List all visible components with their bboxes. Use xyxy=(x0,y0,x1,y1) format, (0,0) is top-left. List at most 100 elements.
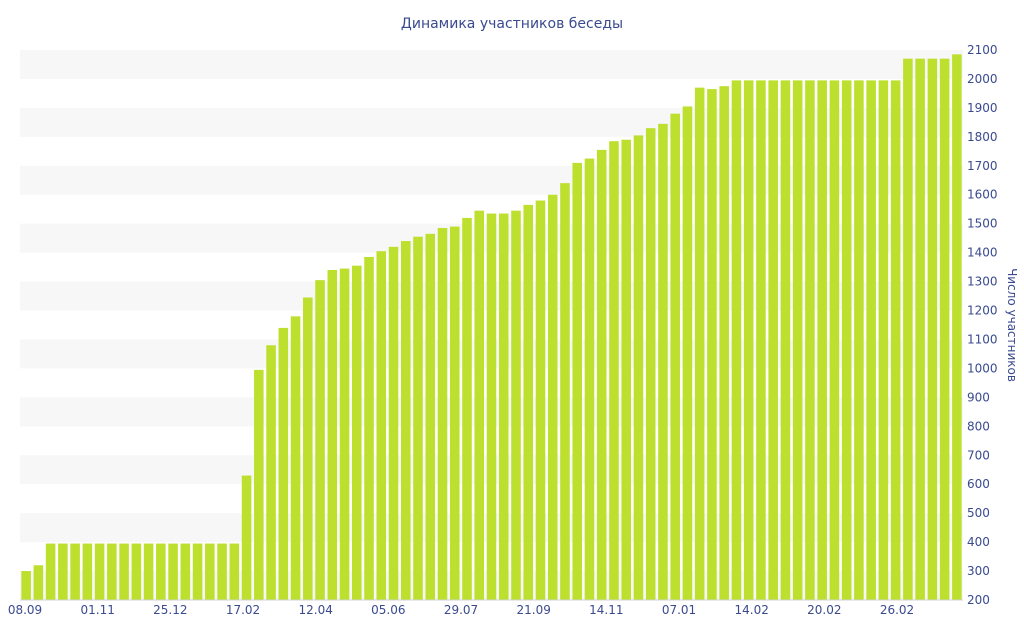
y-tick-label: 900 xyxy=(967,390,990,404)
bar xyxy=(694,87,705,600)
x-tick-label: 25.12 xyxy=(153,603,187,617)
x-tick-label: 01.11 xyxy=(81,603,115,617)
bar xyxy=(449,226,460,600)
bar xyxy=(498,213,509,601)
bar xyxy=(756,80,766,600)
y-tick-label: 1800 xyxy=(967,130,998,144)
x-axis-ticks: 08.09 01.11 25.12 17.02 12.04 05.06 29.07 21.09… xyxy=(8,603,914,617)
x-tick-label: 29.07 xyxy=(444,603,478,617)
bar xyxy=(535,200,546,600)
bar xyxy=(878,80,889,600)
bar xyxy=(107,543,117,600)
bar xyxy=(94,543,105,600)
bar xyxy=(119,543,129,600)
bar xyxy=(939,58,950,601)
bar xyxy=(560,183,570,600)
bar xyxy=(866,80,876,600)
bar xyxy=(45,543,56,600)
y-tick-label: 400 xyxy=(967,535,990,549)
bar xyxy=(192,543,203,600)
bar xyxy=(156,543,166,600)
bar xyxy=(511,210,521,600)
y-tick-label: 1500 xyxy=(967,217,998,231)
bar xyxy=(547,194,558,601)
bar xyxy=(645,128,656,600)
bar xyxy=(229,543,240,600)
bar xyxy=(682,106,693,600)
x-tick-label: 26.02 xyxy=(880,603,914,617)
y-tick-label: 800 xyxy=(967,419,990,433)
y-tick-label: 1900 xyxy=(967,101,998,115)
bar xyxy=(792,80,803,600)
bar xyxy=(58,543,68,600)
bar xyxy=(854,80,864,600)
bar xyxy=(952,54,962,600)
bar xyxy=(376,251,387,600)
bar xyxy=(621,139,631,601)
y-axis-ticks: 200 300 400 500 600 700 800 900 1000 1100 1200 1300… xyxy=(967,43,998,607)
bar xyxy=(462,217,472,600)
y-tick-label: 500 xyxy=(967,506,990,520)
bar xyxy=(437,228,448,600)
bar xyxy=(168,543,178,600)
bar xyxy=(780,80,791,600)
y-tick-label: 1600 xyxy=(967,188,998,202)
bar xyxy=(903,58,913,601)
x-tick-label: 14.02 xyxy=(735,603,769,617)
grid-band xyxy=(20,50,963,79)
bar xyxy=(21,571,31,600)
bar xyxy=(829,80,840,600)
bar xyxy=(890,80,901,600)
bar xyxy=(180,543,191,600)
bar xyxy=(927,58,938,601)
x-tick-label: 21.09 xyxy=(517,603,551,617)
bar xyxy=(388,246,399,600)
bar xyxy=(707,89,717,600)
bar xyxy=(131,543,142,600)
bar xyxy=(670,113,680,601)
bar xyxy=(327,270,338,600)
x-tick-label: 20.02 xyxy=(807,603,841,617)
y-tick-label: 600 xyxy=(967,477,990,491)
bar xyxy=(474,210,485,600)
bar xyxy=(339,268,350,600)
bar xyxy=(217,543,227,600)
bar xyxy=(33,565,44,600)
y-tick-label: 2100 xyxy=(967,43,998,57)
bar xyxy=(817,80,827,600)
x-tick-label: 12.04 xyxy=(299,603,333,617)
bar xyxy=(82,543,93,600)
x-tick-label: 08.09 xyxy=(8,603,42,617)
bar xyxy=(658,123,668,600)
bar xyxy=(278,327,289,600)
chart-title: Динамика участников беседы xyxy=(401,16,623,32)
y-tick-label: 200 xyxy=(967,593,990,607)
bar xyxy=(70,543,80,600)
bar xyxy=(254,369,264,600)
bar xyxy=(731,80,742,600)
bar xyxy=(425,233,436,600)
bar xyxy=(596,149,607,600)
bar xyxy=(805,80,815,600)
bar xyxy=(841,80,852,600)
y-tick-label: 1200 xyxy=(967,304,998,318)
x-tick-label: 05.06 xyxy=(371,603,405,617)
bar xyxy=(413,236,423,600)
bar xyxy=(241,475,252,600)
y-tick-label: 1700 xyxy=(967,159,998,173)
bar xyxy=(523,204,534,600)
y-tick-label: 300 xyxy=(967,564,990,578)
bar xyxy=(352,265,362,600)
bar xyxy=(572,162,582,600)
bars xyxy=(21,54,962,601)
y-tick-label: 2000 xyxy=(967,72,998,86)
y-tick-label: 1400 xyxy=(967,246,998,260)
bar xyxy=(633,135,644,600)
bar xyxy=(364,256,374,600)
bar xyxy=(486,213,497,601)
bar xyxy=(401,241,411,601)
y-tick-label: 1000 xyxy=(967,361,998,375)
bar xyxy=(584,158,595,601)
x-tick-label: 14.11 xyxy=(589,603,623,617)
y-axis-label: Число участников xyxy=(1005,268,1019,382)
